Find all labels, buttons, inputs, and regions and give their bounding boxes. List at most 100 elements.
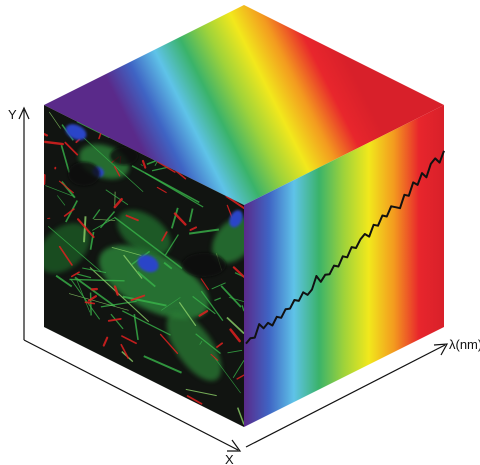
membrane-edge [141,159,147,169]
cytoskeleton-fibre [146,160,157,165]
cytoskeleton-fibre [110,313,124,330]
spectrum-trace-line [245,150,445,345]
membrane-edge [232,266,244,278]
cytoskeleton-fibre [92,209,101,220]
membrane-edge [210,353,219,361]
cytoskeleton-fibre [45,185,75,197]
membrane-edge [216,342,224,348]
cytoskeleton-fibre [188,208,194,223]
cytoskeleton-fibre [133,314,139,341]
y-axis-label: Y [8,107,17,122]
membrane-edge [225,195,244,209]
dark-region [68,161,100,186]
cytoskeleton-fibre [89,292,92,316]
cell-nucleus [137,254,159,273]
cytoskeleton-fibre [178,301,197,327]
cytoskeleton-fibre [68,293,129,311]
cytoskeleton-fibre [140,164,144,167]
membrane-edge [175,170,187,180]
membrane-edge [58,245,73,266]
x-axis-arrowhead [227,439,242,452]
cytoskeleton-fibre [163,261,173,270]
cytoskeleton-fibre [113,216,183,270]
cell-body [117,210,171,256]
cytoskeleton-fibre [69,278,125,282]
cytoskeleton-fibre [76,121,110,139]
cytoskeleton-fibre [137,270,156,288]
membrane-edge [87,295,98,302]
membrane-edge [229,328,241,343]
membrane-edge [159,333,179,355]
cytoskeleton-fibre [154,161,158,167]
cytoskeleton-fibre [83,216,87,243]
cytoskeleton-fibre [57,195,66,206]
cytoskeleton-fibre [99,211,116,229]
cytoskeleton-fibre [105,189,129,206]
membrane-edge [102,336,109,347]
cytoskeleton-fibre [111,246,142,256]
cytoskeleton-fibre [228,296,244,302]
cytoskeleton-fibre [192,295,216,315]
membrane-edge [236,374,244,380]
cell-body [212,217,244,263]
cytoskeleton-fibre [195,333,221,354]
cytoskeleton-fibre [55,274,73,288]
cytoskeleton-fibre [100,300,137,308]
cytoskeleton-fibre [220,285,242,308]
membrane-edge [70,271,80,278]
cytoskeleton-fibre [82,267,107,274]
fluorescence-cell-image [44,111,244,425]
cytoskeleton-fibre [94,218,116,221]
dark-region [110,147,138,166]
cytoskeleton-fibre [200,290,224,321]
membrane-edge [161,231,168,242]
cytoskeleton-fibre [213,356,241,394]
cytoskeleton-fibre [170,207,179,229]
membrane-edge [84,301,96,305]
cytoskeleton-fibre [151,166,169,172]
membrane-edge [120,343,129,359]
cytoskeleton-fibre [48,111,61,129]
membrane-edge [186,395,203,405]
cytoskeleton-fibre [164,234,179,256]
cytoskeleton-fibre [161,297,181,311]
membrane-edge [76,218,95,239]
x-axis-label: X [225,452,234,465]
membrane-edge [113,285,119,296]
cell-body [166,312,222,381]
cytoskeleton-fibre [241,305,244,312]
membrane-edge [107,317,122,322]
membrane-edge [113,197,123,209]
membrane-edge [200,278,210,291]
cytoskeleton-fibre [76,273,92,279]
cytoskeleton-fibre [60,144,70,173]
cytoskeleton-fibre [123,254,143,279]
lambda-axis-arrowhead [433,343,449,356]
cytoskeleton-fibre [78,133,144,193]
membrane-edge [156,161,176,173]
membrane-edge [98,132,102,140]
membrane-edge [63,208,75,217]
cytoskeleton-fibre [70,278,101,320]
x-axis-line [23,339,239,451]
cytoskeleton-fibre [199,340,203,345]
membrane-edge [156,186,167,194]
cytoskeleton-fibre [89,266,150,323]
dark-region [182,252,226,277]
cell-body [99,245,209,320]
cytoskeleton-fibre [226,316,244,335]
membrane-edge [113,165,121,177]
cell-nucleus [229,210,243,228]
cytoskeleton-fibre [189,228,219,235]
y-axis-arrowhead [18,106,30,120]
cytoskeleton-fibre [47,226,102,273]
cell-nucleus [65,124,87,140]
membrane-edge [58,180,75,194]
cytoskeleton-fibre [236,407,244,425]
cytoskeleton-fibre [214,297,222,301]
cytoskeleton-fibre [74,276,116,307]
cytoskeleton-fibre [211,282,226,290]
membrane-edge [64,141,79,156]
cell-body [44,223,91,274]
